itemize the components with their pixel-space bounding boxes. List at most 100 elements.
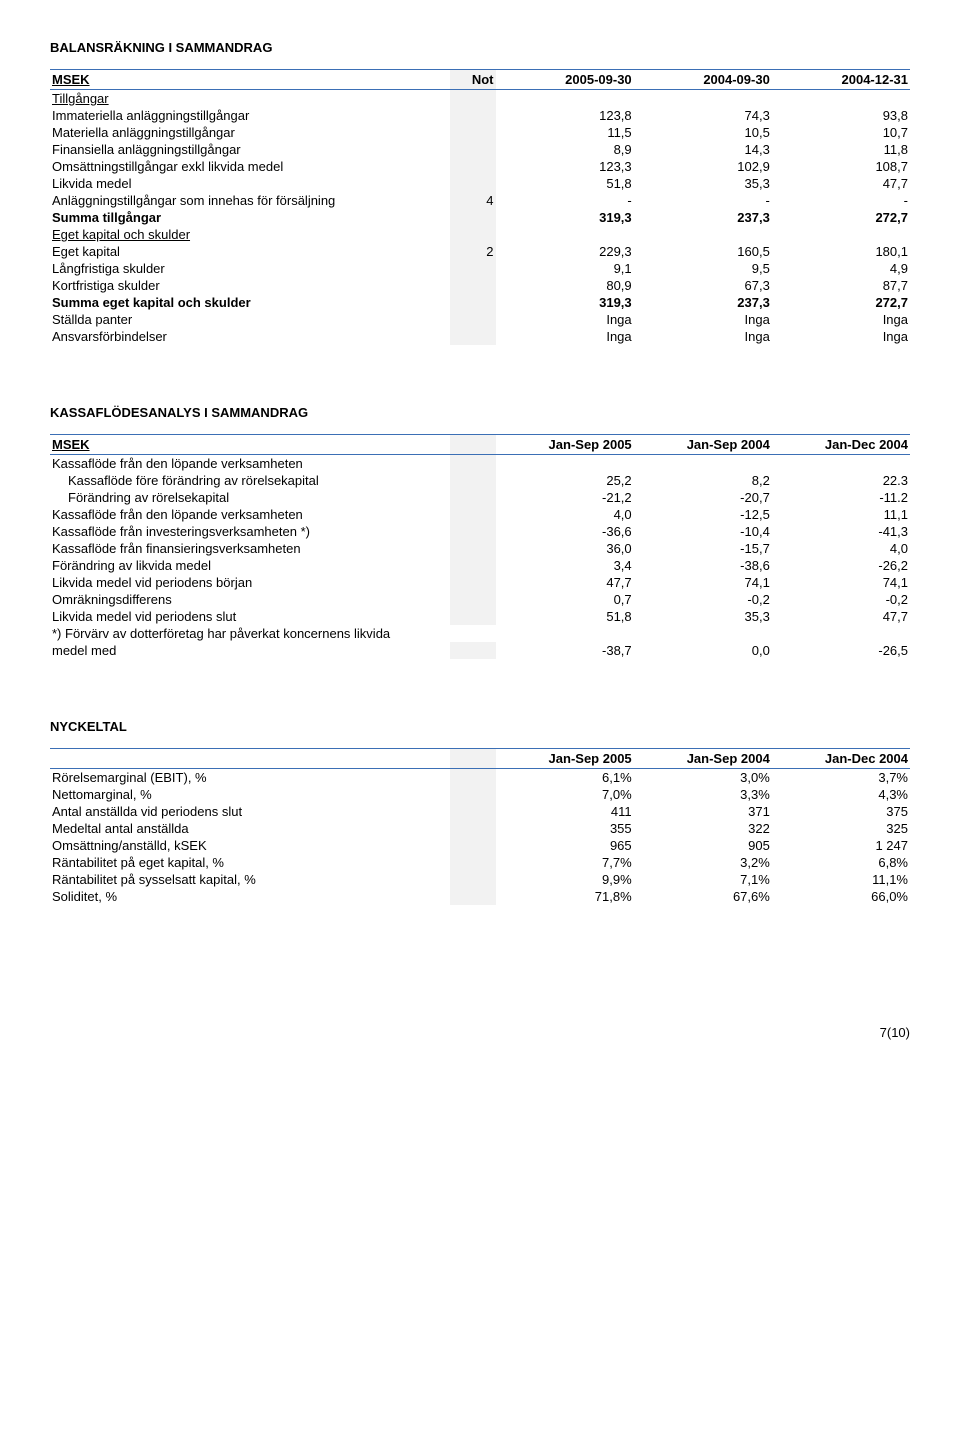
balance-sum1: Summa tillgångar 319,3 237,3 272,7 <box>50 209 910 226</box>
row-v3: 93,8 <box>772 107 910 124</box>
table-row: Materiella anläggningstillgångar 11,510,5… <box>50 124 910 141</box>
row-label: Antal anställda vid periodens slut <box>50 803 450 820</box>
row-v1: 6,1% <box>496 769 634 787</box>
cashflow-title: KASSAFLÖDESANALYS I SAMMANDRAG <box>50 405 910 420</box>
row-note <box>450 472 495 489</box>
cf-foot-v2: 0,0 <box>634 642 772 659</box>
balance-table: MSEK Not 2005-09-30 2004-09-30 2004-12-3… <box>50 69 910 345</box>
cashflow-sub: Kassaflöde från den löpande verksamheten <box>50 455 910 473</box>
row-label: Eget kapital <box>50 243 450 260</box>
row-note: 4 <box>450 192 495 209</box>
row-label: Omsättningstillgångar exkl likvida medel <box>50 158 450 175</box>
row-v2: -38,6 <box>634 557 772 574</box>
row-note <box>450 837 495 854</box>
row-v2: -15,7 <box>634 540 772 557</box>
sub1-label: Tillgångar <box>50 90 450 108</box>
row-label: Kassaflöde från finansieringsverksamhete… <box>50 540 450 557</box>
row-v1: 3,4 <box>496 557 634 574</box>
row-v2: 10,5 <box>634 124 772 141</box>
row-v3: 3,7% <box>772 769 910 787</box>
row-note <box>450 175 495 192</box>
row-label: Rörelsemarginal (EBIT), % <box>50 769 450 787</box>
row-note: 2 <box>450 243 495 260</box>
row-v1: 123,3 <box>496 158 634 175</box>
row-note <box>450 888 495 905</box>
row-label: Finansiella anläggningstillgångar <box>50 141 450 158</box>
row-note <box>450 820 495 837</box>
table-row: Immateriella anläggningstillgångar123,87… <box>50 107 910 124</box>
row-v3: 4,9 <box>772 260 910 277</box>
row-v1: 123,8 <box>496 107 634 124</box>
row-label: Materiella anläggningstillgångar <box>50 124 450 141</box>
row-v2: 905 <box>634 837 772 854</box>
row-v3: 4,3% <box>772 786 910 803</box>
row-note <box>450 311 495 328</box>
row-v3: 74,1 <box>772 574 910 591</box>
row-v2: 35,3 <box>634 608 772 625</box>
row-v3: Inga <box>772 311 910 328</box>
row-note <box>450 506 495 523</box>
row-v2: 3,2% <box>634 854 772 871</box>
row-label: Kortfristiga skulder <box>50 277 450 294</box>
table-row: Långfristiga skulder9,19,54,9 <box>50 260 910 277</box>
row-note <box>450 786 495 803</box>
hdr-c2: 2005-09-30 <box>496 70 634 90</box>
row-v3: 4,0 <box>772 540 910 557</box>
row-v2: 371 <box>634 803 772 820</box>
sum1-v3: 272,7 <box>772 209 910 226</box>
row-note <box>450 277 495 294</box>
row-note <box>450 523 495 540</box>
row-v3: -41,3 <box>772 523 910 540</box>
row-v1: 71,8% <box>496 888 634 905</box>
row-v1: 7,0% <box>496 786 634 803</box>
row-v1: 9,1 <box>496 260 634 277</box>
row-v2: 7,1% <box>634 871 772 888</box>
balance-sub1: Tillgångar <box>50 90 910 108</box>
table-row: Finansiella anläggningstillgångar8,914,3… <box>50 141 910 158</box>
cf-foot-v3: -26,5 <box>772 642 910 659</box>
row-v2: 67,6% <box>634 888 772 905</box>
sum2-label: Summa eget kapital och skulder <box>50 294 450 311</box>
row-note <box>450 574 495 591</box>
sub2-label: Eget kapital och skulder <box>50 226 450 243</box>
table-row: Medeltal antal anställda355322325 <box>50 820 910 837</box>
sum2-v1: 319,3 <box>496 294 634 311</box>
page-number: 7(10) <box>50 1025 910 1040</box>
row-v2: 322 <box>634 820 772 837</box>
row-v3: 11,1 <box>772 506 910 523</box>
cf-hdr-c3: Jan-Dec 2004 <box>772 435 910 455</box>
row-label: Ställda panter <box>50 311 450 328</box>
table-row: Räntabilitet på sysselsatt kapital, %9,9… <box>50 871 910 888</box>
row-label: Räntabilitet på sysselsatt kapital, % <box>50 871 450 888</box>
row-v2: 74,1 <box>634 574 772 591</box>
row-v1: 25,2 <box>496 472 634 489</box>
row-v1: 11,5 <box>496 124 634 141</box>
row-note <box>450 124 495 141</box>
table-row: Omsättning/anställd, kSEK9659051 247 <box>50 837 910 854</box>
row-note <box>450 871 495 888</box>
row-note <box>450 260 495 277</box>
table-row: AnsvarsförbindelserIngaIngaInga <box>50 328 910 345</box>
row-label: Anläggningstillgångar som innehas för fö… <box>50 192 450 209</box>
row-v2: 102,9 <box>634 158 772 175</box>
sum2-v3: 272,7 <box>772 294 910 311</box>
row-v3: 11,1% <box>772 871 910 888</box>
row-v3: 180,1 <box>772 243 910 260</box>
row-v1: 411 <box>496 803 634 820</box>
table-row: Ställda panterIngaIngaInga <box>50 311 910 328</box>
row-v3: 87,7 <box>772 277 910 294</box>
row-note <box>450 803 495 820</box>
hdr-c3: 2004-09-30 <box>634 70 772 90</box>
row-label: Räntabilitet på eget kapital, % <box>50 854 450 871</box>
row-note <box>450 769 495 787</box>
row-v3: 325 <box>772 820 910 837</box>
row-v3: -26,2 <box>772 557 910 574</box>
table-row: Kassaflöde från investeringsverksamheten… <box>50 523 910 540</box>
row-v2: -12,5 <box>634 506 772 523</box>
row-label: Kassaflöde före förändring av rörelsekap… <box>50 472 450 489</box>
row-v2: 3,3% <box>634 786 772 803</box>
row-note <box>450 591 495 608</box>
cashflow-footnote-line1: *) Förvärv av dotterföretag har påverkat… <box>50 625 910 642</box>
row-note <box>450 854 495 871</box>
row-v3: 11,8 <box>772 141 910 158</box>
